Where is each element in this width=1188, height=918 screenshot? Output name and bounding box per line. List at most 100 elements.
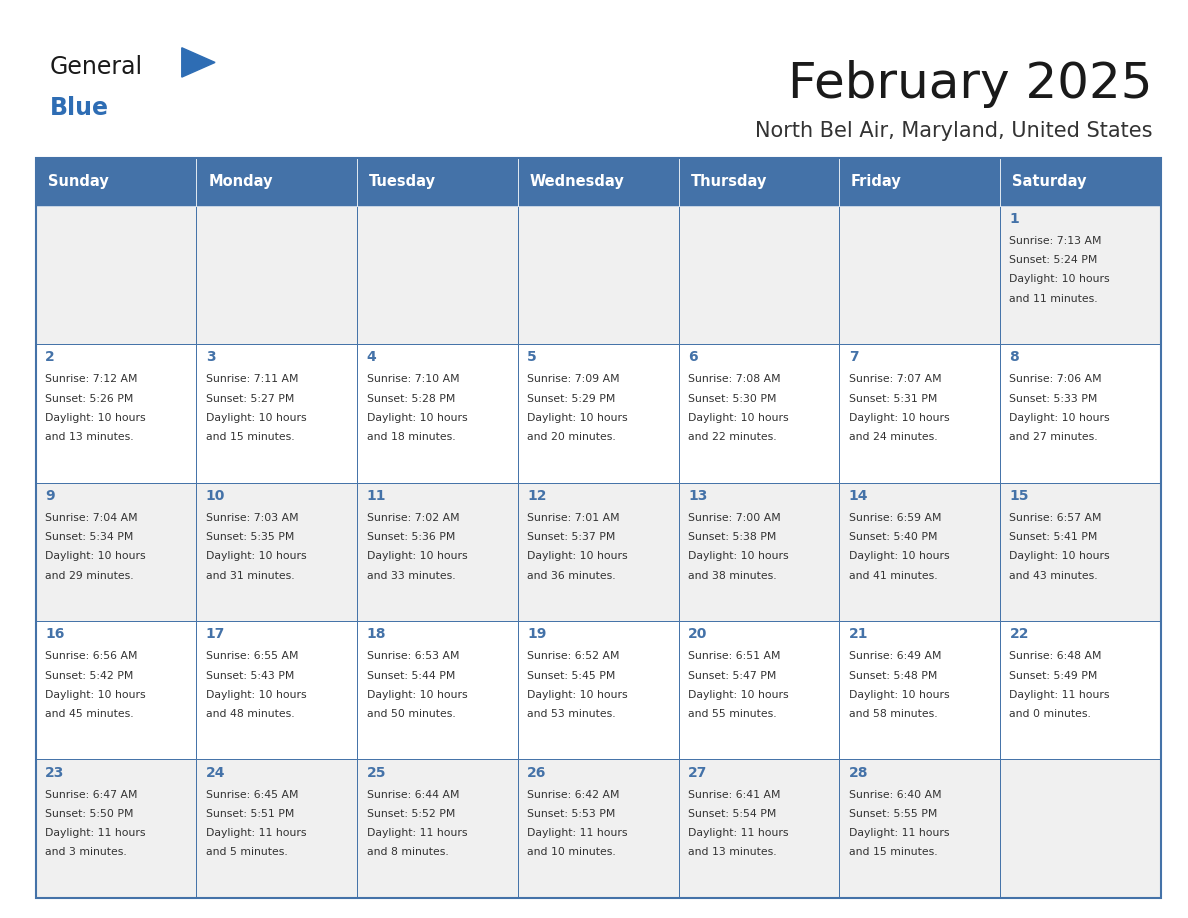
Text: Sunset: 5:34 PM: Sunset: 5:34 PM <box>45 532 133 542</box>
Text: and 29 minutes.: and 29 minutes. <box>45 571 134 580</box>
Text: Sunrise: 6:49 AM: Sunrise: 6:49 AM <box>848 651 941 661</box>
Text: and 41 minutes.: and 41 minutes. <box>848 571 937 580</box>
Text: Daylight: 10 hours: Daylight: 10 hours <box>688 552 789 561</box>
Text: and 43 minutes.: and 43 minutes. <box>1010 571 1098 580</box>
Text: 3: 3 <box>206 351 215 364</box>
Text: and 27 minutes.: and 27 minutes. <box>1010 432 1098 442</box>
Text: and 13 minutes.: and 13 minutes. <box>45 432 134 442</box>
Text: Daylight: 10 hours: Daylight: 10 hours <box>1010 413 1110 423</box>
Text: and 15 minutes.: and 15 minutes. <box>206 432 295 442</box>
Text: Sunset: 5:28 PM: Sunset: 5:28 PM <box>367 394 455 404</box>
Text: Sunrise: 7:13 AM: Sunrise: 7:13 AM <box>1010 236 1102 246</box>
Text: Sunset: 5:51 PM: Sunset: 5:51 PM <box>206 809 295 819</box>
Text: 1: 1 <box>1010 212 1019 226</box>
Text: Sunrise: 6:56 AM: Sunrise: 6:56 AM <box>45 651 138 661</box>
Text: 10: 10 <box>206 489 226 503</box>
Text: Sunset: 5:36 PM: Sunset: 5:36 PM <box>367 532 455 542</box>
Text: 25: 25 <box>367 766 386 779</box>
Text: and 22 minutes.: and 22 minutes. <box>688 432 777 442</box>
Text: Sunset: 5:29 PM: Sunset: 5:29 PM <box>527 394 615 404</box>
Text: Sunrise: 6:40 AM: Sunrise: 6:40 AM <box>848 789 941 800</box>
Text: Sunrise: 6:45 AM: Sunrise: 6:45 AM <box>206 789 298 800</box>
Text: Daylight: 10 hours: Daylight: 10 hours <box>1010 552 1110 561</box>
Text: 15: 15 <box>1010 489 1029 503</box>
Text: 19: 19 <box>527 627 546 642</box>
Text: Sunset: 5:48 PM: Sunset: 5:48 PM <box>848 670 937 680</box>
Text: Sunrise: 6:41 AM: Sunrise: 6:41 AM <box>688 789 781 800</box>
Text: Daylight: 10 hours: Daylight: 10 hours <box>688 413 789 423</box>
Text: Sunrise: 7:03 AM: Sunrise: 7:03 AM <box>206 513 298 522</box>
Text: 23: 23 <box>45 766 64 779</box>
Text: Daylight: 10 hours: Daylight: 10 hours <box>527 413 628 423</box>
Text: Monday: Monday <box>208 174 273 189</box>
Text: Daylight: 10 hours: Daylight: 10 hours <box>367 413 467 423</box>
Text: Sunset: 5:50 PM: Sunset: 5:50 PM <box>45 809 133 819</box>
Text: Sunrise: 6:48 AM: Sunrise: 6:48 AM <box>1010 651 1102 661</box>
Text: Tuesday: Tuesday <box>369 174 436 189</box>
Text: Sunset: 5:40 PM: Sunset: 5:40 PM <box>848 532 937 542</box>
Text: Wednesday: Wednesday <box>530 174 625 189</box>
Text: Sunset: 5:31 PM: Sunset: 5:31 PM <box>848 394 937 404</box>
Text: 5: 5 <box>527 351 537 364</box>
Text: Sunset: 5:42 PM: Sunset: 5:42 PM <box>45 670 133 680</box>
Text: 26: 26 <box>527 766 546 779</box>
Text: Sunrise: 7:07 AM: Sunrise: 7:07 AM <box>848 375 941 385</box>
Text: Sunrise: 6:47 AM: Sunrise: 6:47 AM <box>45 789 138 800</box>
Text: Sunrise: 6:59 AM: Sunrise: 6:59 AM <box>848 513 941 522</box>
Text: Daylight: 10 hours: Daylight: 10 hours <box>1010 274 1110 285</box>
Text: Sunset: 5:27 PM: Sunset: 5:27 PM <box>206 394 295 404</box>
Text: Sunset: 5:33 PM: Sunset: 5:33 PM <box>1010 394 1098 404</box>
Text: 22: 22 <box>1010 627 1029 642</box>
Text: Sunrise: 7:08 AM: Sunrise: 7:08 AM <box>688 375 781 385</box>
Text: Daylight: 11 hours: Daylight: 11 hours <box>848 828 949 838</box>
Text: and 55 minutes.: and 55 minutes. <box>688 709 777 719</box>
Text: Daylight: 10 hours: Daylight: 10 hours <box>45 413 146 423</box>
Text: and 0 minutes.: and 0 minutes. <box>1010 709 1092 719</box>
Text: 27: 27 <box>688 766 707 779</box>
Text: 14: 14 <box>848 489 868 503</box>
Text: 4: 4 <box>367 351 377 364</box>
Text: Sunset: 5:37 PM: Sunset: 5:37 PM <box>527 532 615 542</box>
Text: Daylight: 11 hours: Daylight: 11 hours <box>527 828 627 838</box>
Text: and 33 minutes.: and 33 minutes. <box>367 571 455 580</box>
Text: Sunset: 5:30 PM: Sunset: 5:30 PM <box>688 394 777 404</box>
Text: and 53 minutes.: and 53 minutes. <box>527 709 615 719</box>
Text: Sunset: 5:24 PM: Sunset: 5:24 PM <box>1010 255 1098 265</box>
Text: and 48 minutes.: and 48 minutes. <box>206 709 295 719</box>
Text: and 50 minutes.: and 50 minutes. <box>367 709 455 719</box>
Text: North Bel Air, Maryland, United States: North Bel Air, Maryland, United States <box>754 121 1152 141</box>
Text: Sunrise: 7:02 AM: Sunrise: 7:02 AM <box>367 513 460 522</box>
Text: Sunset: 5:38 PM: Sunset: 5:38 PM <box>688 532 777 542</box>
Text: Sunrise: 7:09 AM: Sunrise: 7:09 AM <box>527 375 620 385</box>
Text: Daylight: 10 hours: Daylight: 10 hours <box>206 413 307 423</box>
Text: 16: 16 <box>45 627 64 642</box>
Text: General: General <box>50 55 143 79</box>
Text: Sunday: Sunday <box>48 174 108 189</box>
Text: and 3 minutes.: and 3 minutes. <box>45 847 127 857</box>
Text: Daylight: 10 hours: Daylight: 10 hours <box>688 689 789 700</box>
Text: Sunset: 5:45 PM: Sunset: 5:45 PM <box>527 670 615 680</box>
Text: Daylight: 10 hours: Daylight: 10 hours <box>848 413 949 423</box>
Text: and 18 minutes.: and 18 minutes. <box>367 432 455 442</box>
Text: 13: 13 <box>688 489 707 503</box>
Text: 11: 11 <box>367 489 386 503</box>
Text: Daylight: 11 hours: Daylight: 11 hours <box>688 828 789 838</box>
Text: Thursday: Thursday <box>690 174 766 189</box>
Text: and 24 minutes.: and 24 minutes. <box>848 432 937 442</box>
Text: 8: 8 <box>1010 351 1019 364</box>
Text: Sunset: 5:35 PM: Sunset: 5:35 PM <box>206 532 295 542</box>
Text: Daylight: 10 hours: Daylight: 10 hours <box>367 552 467 561</box>
Text: Daylight: 11 hours: Daylight: 11 hours <box>45 828 146 838</box>
Text: Sunset: 5:41 PM: Sunset: 5:41 PM <box>1010 532 1098 542</box>
Text: February 2025: February 2025 <box>788 60 1152 107</box>
Text: 2: 2 <box>45 351 55 364</box>
Text: Sunset: 5:26 PM: Sunset: 5:26 PM <box>45 394 133 404</box>
Text: Saturday: Saturday <box>1012 174 1086 189</box>
Text: Sunrise: 7:12 AM: Sunrise: 7:12 AM <box>45 375 138 385</box>
Text: Daylight: 10 hours: Daylight: 10 hours <box>45 689 146 700</box>
Text: 9: 9 <box>45 489 55 503</box>
Text: Daylight: 11 hours: Daylight: 11 hours <box>367 828 467 838</box>
Text: Sunrise: 7:01 AM: Sunrise: 7:01 AM <box>527 513 620 522</box>
Text: and 11 minutes.: and 11 minutes. <box>1010 294 1098 304</box>
Text: and 38 minutes.: and 38 minutes. <box>688 571 777 580</box>
